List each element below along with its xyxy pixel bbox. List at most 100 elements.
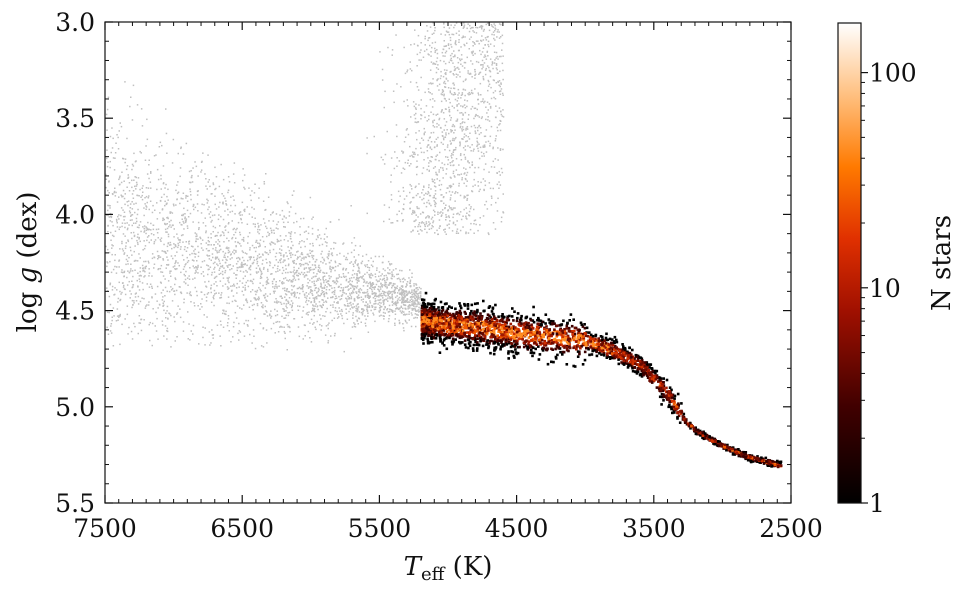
background-point <box>155 228 158 231</box>
background-point <box>351 274 354 276</box>
background-point <box>356 276 358 279</box>
background-point <box>409 269 411 271</box>
background-point <box>287 258 290 260</box>
background-point <box>417 297 419 299</box>
background-point <box>442 90 445 93</box>
background-point <box>454 200 456 202</box>
background-point <box>207 250 209 252</box>
background-point <box>227 266 229 268</box>
background-point <box>366 291 369 293</box>
background-point <box>285 314 287 317</box>
background-point <box>360 311 363 314</box>
background-point <box>387 267 389 269</box>
background-point <box>202 222 205 224</box>
background-point <box>210 284 213 287</box>
background-point <box>232 195 234 197</box>
background-point <box>483 28 485 31</box>
background-point <box>246 264 248 267</box>
background-point <box>415 284 418 286</box>
background-point <box>497 129 499 132</box>
background-point <box>454 41 457 44</box>
background-point <box>139 267 142 269</box>
background-point <box>435 197 437 200</box>
background-point <box>385 298 388 301</box>
background-point <box>233 285 236 287</box>
background-point <box>386 130 388 133</box>
background-point <box>426 150 429 152</box>
heat-cell <box>467 346 470 350</box>
background-point <box>409 301 411 303</box>
background-point <box>443 229 445 231</box>
background-point <box>209 185 211 188</box>
background-point <box>417 309 420 311</box>
background-point <box>490 166 493 168</box>
background-point <box>107 248 109 251</box>
background-point <box>439 188 442 191</box>
background-point <box>378 280 380 282</box>
background-point <box>286 279 288 281</box>
background-point <box>123 197 126 200</box>
background-point <box>403 294 405 296</box>
background-point <box>275 298 277 300</box>
background-point <box>211 253 214 255</box>
background-point <box>444 45 447 47</box>
background-point <box>325 263 327 265</box>
background-point <box>253 208 255 210</box>
background-point <box>429 160 431 162</box>
background-point <box>146 118 148 121</box>
background-point <box>197 305 199 307</box>
background-point <box>461 128 463 130</box>
heat-cell <box>689 427 692 430</box>
background-point <box>479 224 481 226</box>
background-point <box>431 42 434 44</box>
background-point <box>481 35 483 37</box>
background-point <box>366 305 369 307</box>
background-point <box>346 298 348 300</box>
background-point <box>292 261 294 263</box>
background-point <box>202 271 204 273</box>
background-point <box>355 259 357 261</box>
background-point <box>392 311 394 313</box>
background-point <box>214 276 217 278</box>
background-point <box>173 290 176 292</box>
background-point <box>329 221 332 223</box>
heat-cell <box>490 339 493 343</box>
background-point <box>223 254 226 256</box>
background-point <box>307 314 309 316</box>
background-point <box>212 256 214 259</box>
background-point <box>187 195 189 197</box>
background-point <box>323 258 325 260</box>
background-point <box>458 92 460 94</box>
background-point <box>145 206 148 208</box>
background-point <box>357 266 360 269</box>
background-point <box>276 267 279 270</box>
background-point <box>463 121 466 124</box>
background-point <box>173 316 175 318</box>
background-point <box>403 311 405 313</box>
background-point <box>222 285 224 287</box>
background-point <box>227 214 229 216</box>
background-point <box>160 282 162 284</box>
background-point <box>453 87 456 90</box>
background-point <box>483 155 485 157</box>
background-point <box>304 274 306 277</box>
background-point <box>177 246 179 249</box>
background-point <box>451 139 454 142</box>
background-point <box>218 260 221 262</box>
background-point <box>406 99 408 101</box>
background-point <box>382 299 384 302</box>
heat-cell <box>469 324 473 327</box>
background-point <box>302 217 305 220</box>
background-point <box>111 247 113 249</box>
background-point <box>343 292 346 294</box>
background-point <box>112 157 115 159</box>
background-point <box>185 195 187 197</box>
background-point <box>389 308 391 310</box>
background-point <box>127 177 129 179</box>
background-point <box>492 147 494 150</box>
background-point <box>115 191 117 194</box>
background-point <box>146 201 148 204</box>
background-point <box>307 255 310 257</box>
background-point <box>386 286 388 288</box>
background-point <box>144 266 147 268</box>
